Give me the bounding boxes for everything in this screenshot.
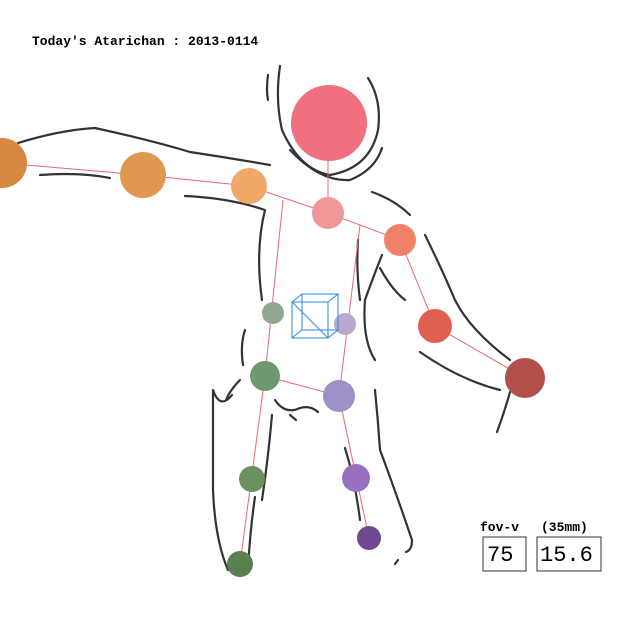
focal-box[interactable] — [536, 536, 602, 572]
focal-value[interactable]: 15.6 — [540, 543, 593, 568]
joint — [120, 152, 166, 198]
sketch-part — [288, 146, 384, 182]
camera-cube-part — [291, 329, 303, 339]
sketch-part — [260, 413, 274, 502]
joint — [357, 526, 381, 550]
sketch-part — [370, 190, 412, 217]
title: Today's Atarichan : 2013-0114 — [32, 34, 258, 49]
joints[interactable] — [0, 85, 545, 577]
sketch — [16, 64, 512, 572]
joint — [418, 309, 452, 343]
lens-label: (35mm) — [541, 520, 588, 535]
sketch-part — [211, 388, 234, 572]
joint — [384, 224, 416, 256]
camera-cube-part — [327, 329, 339, 339]
joint — [312, 197, 344, 229]
joint — [323, 380, 355, 412]
fov-label: fov-v — [480, 520, 519, 535]
camera-cube-part — [291, 301, 329, 339]
joint — [262, 302, 284, 324]
sketch-part — [418, 350, 502, 392]
camera-cube-part — [301, 293, 339, 331]
sketch-part — [273, 398, 320, 414]
camera-cube[interactable] — [291, 293, 339, 339]
joint — [342, 464, 370, 492]
sketch-part — [240, 328, 247, 367]
sketch-part — [393, 558, 400, 566]
sketch-part — [363, 253, 384, 362]
fov-box[interactable] — [482, 536, 527, 572]
sketch-part — [38, 172, 112, 180]
joint — [505, 358, 545, 398]
joint — [334, 313, 356, 335]
joint — [227, 551, 253, 577]
skeleton-part — [1, 162, 329, 214]
camera-cube-part — [291, 301, 329, 339]
joint — [291, 85, 367, 161]
joint — [239, 466, 265, 492]
joint — [231, 168, 267, 204]
joint — [0, 138, 27, 188]
sketch-part — [16, 126, 272, 167]
sketch-part — [373, 388, 414, 554]
sketch-part — [276, 64, 380, 177]
sketch-part — [265, 73, 270, 102]
sketch-part — [423, 233, 512, 362]
sketch-part — [183, 194, 267, 302]
joint — [250, 361, 280, 391]
sketch-part — [224, 378, 242, 402]
fov-value[interactable]: 75 — [487, 543, 513, 568]
sketch-part — [288, 413, 298, 422]
sketch-part — [495, 390, 512, 434]
skeleton-part — [327, 212, 526, 379]
camera-cube-part — [327, 293, 339, 303]
camera-cube-part — [291, 293, 303, 303]
sketch-part — [378, 266, 407, 302]
sketch-part — [356, 238, 362, 302]
